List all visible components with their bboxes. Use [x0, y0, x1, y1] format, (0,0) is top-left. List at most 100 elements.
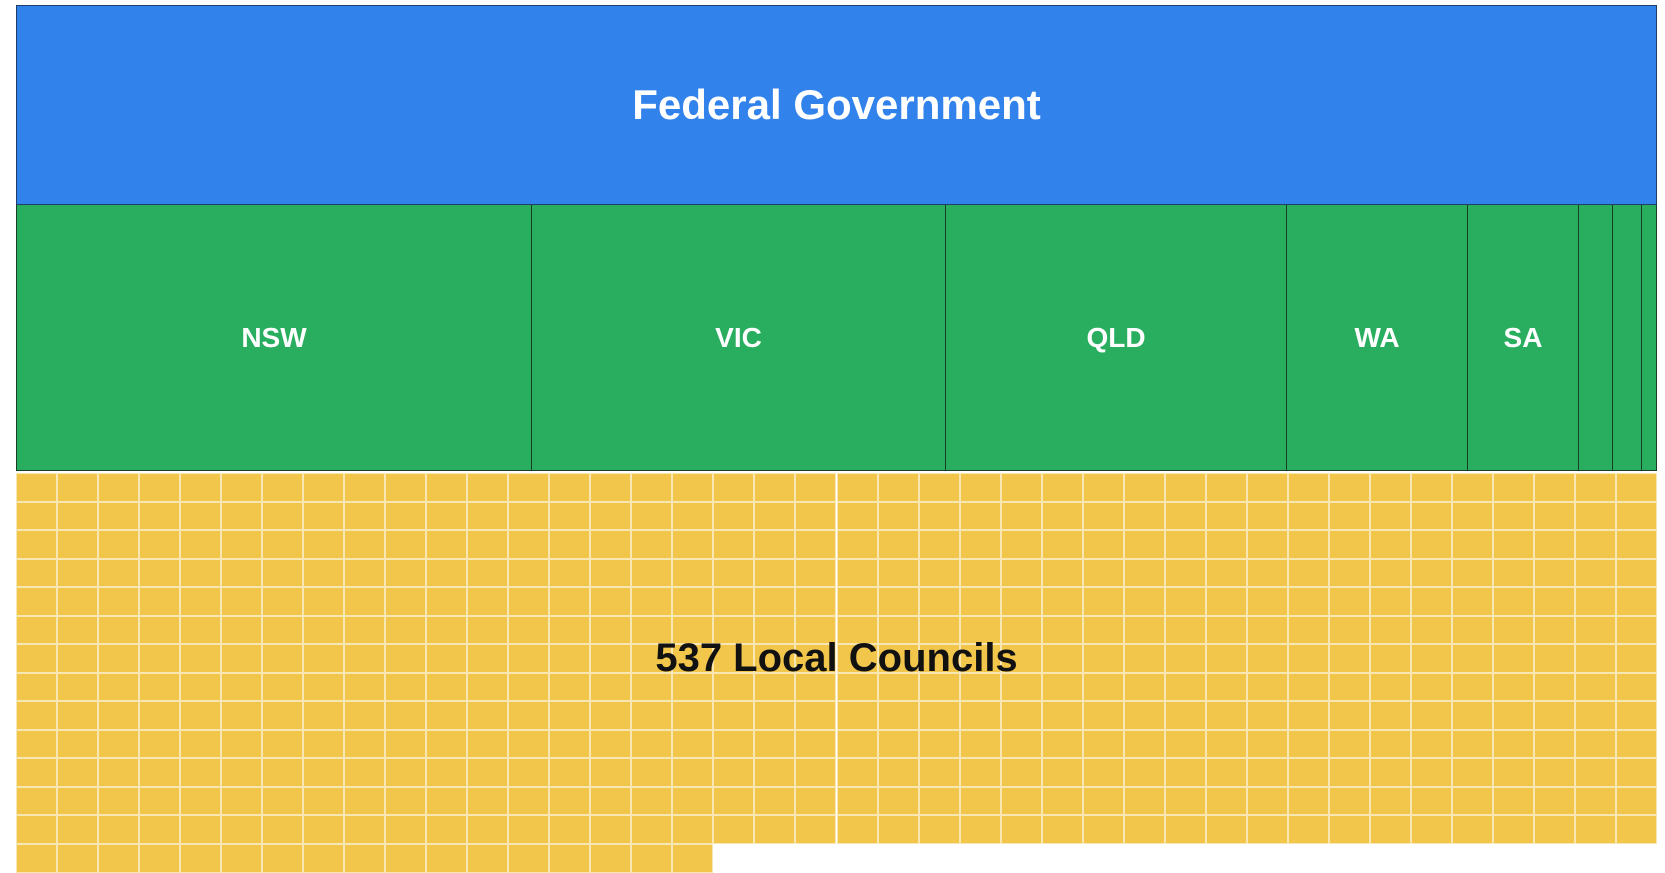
council-cell [1205, 558, 1247, 588]
council-cell [262, 672, 304, 702]
council-cell [1533, 786, 1575, 816]
council-cell [1615, 473, 1657, 502]
council-cell [1205, 815, 1247, 844]
council-cell [426, 473, 468, 502]
council-cell [1205, 701, 1247, 730]
council-cell [508, 644, 550, 673]
council-cell [1410, 558, 1452, 588]
state-box: VIC [531, 205, 946, 471]
council-cell [1615, 615, 1657, 645]
council-cell [836, 815, 878, 844]
council-cell [754, 530, 796, 559]
council-cell [1574, 473, 1616, 502]
council-cell [1492, 729, 1534, 759]
council-cell [1287, 786, 1329, 816]
council-cell [262, 587, 304, 616]
council-cell [1533, 672, 1575, 702]
council-cell [180, 501, 222, 531]
council-cell [467, 615, 509, 645]
council-cell [959, 615, 1001, 645]
council-cell [426, 501, 468, 531]
council-cell [713, 501, 755, 531]
council-cell [1328, 815, 1370, 844]
council-cell [98, 473, 140, 502]
council-cell [508, 501, 550, 531]
council-cell [590, 473, 632, 502]
council-cell [303, 844, 345, 873]
council-cell [1451, 758, 1493, 787]
council-cell [16, 501, 58, 531]
council-cell [672, 558, 714, 588]
council-cell [426, 644, 468, 673]
council-cell [1410, 530, 1452, 559]
council-cell [1328, 615, 1370, 645]
council-cell [57, 729, 99, 759]
council-cell [918, 786, 960, 816]
council-cell [836, 530, 878, 559]
council-cell [1451, 473, 1493, 502]
council-cell [1246, 729, 1288, 759]
council-cell [1533, 558, 1575, 588]
council-cell [1328, 729, 1370, 759]
council-cell [221, 729, 263, 759]
council-cell [180, 758, 222, 787]
council-cell [795, 786, 837, 816]
council-cell [795, 558, 837, 588]
council-cell [1451, 558, 1493, 588]
council-cell [303, 530, 345, 559]
council-cell [385, 587, 427, 616]
council-cell [836, 644, 878, 673]
council-cell [1164, 558, 1206, 588]
council-cell [1246, 501, 1288, 531]
council-cell [139, 672, 181, 702]
council-cell [877, 758, 919, 787]
council-cell [221, 615, 263, 645]
council-cell [590, 558, 632, 588]
council-cell [1451, 815, 1493, 844]
council-cell [1410, 815, 1452, 844]
council-cell [672, 530, 714, 559]
council-cell [16, 844, 58, 873]
council-cell [344, 701, 386, 730]
council-cell [1123, 672, 1165, 702]
council-cell [1287, 587, 1329, 616]
council-cell [877, 558, 919, 588]
council-cell [1000, 815, 1042, 844]
federal-government-box: Federal Government [16, 5, 1657, 205]
council-cell [1533, 644, 1575, 673]
council-cell [1287, 729, 1329, 759]
council-cell [221, 758, 263, 787]
council-cell [1287, 530, 1329, 559]
council-cell [1082, 558, 1124, 588]
council-cell [385, 558, 427, 588]
council-cell [1246, 530, 1288, 559]
council-cell [139, 615, 181, 645]
council-cell [795, 587, 837, 616]
council-cell [795, 815, 837, 844]
council-cell [1533, 758, 1575, 787]
council-cell [549, 672, 591, 702]
council-cell [262, 815, 304, 844]
council-cell [1328, 530, 1370, 559]
council-cell [877, 672, 919, 702]
council-cell [1451, 786, 1493, 816]
council-cell [795, 729, 837, 759]
council-cell [16, 729, 58, 759]
council-cell [262, 701, 304, 730]
council-cell [631, 729, 673, 759]
state-box: QLD [945, 205, 1287, 471]
council-cell [16, 758, 58, 787]
council-cell [549, 729, 591, 759]
council-cell [221, 473, 263, 502]
council-cell [877, 473, 919, 502]
council-cell [1164, 615, 1206, 645]
council-cell [16, 701, 58, 730]
council-cell [877, 815, 919, 844]
council-cell [1328, 587, 1370, 616]
council-cell [221, 786, 263, 816]
council-cell [262, 501, 304, 531]
council-cell [139, 473, 181, 502]
council-cell [590, 615, 632, 645]
council-cell [1492, 672, 1534, 702]
